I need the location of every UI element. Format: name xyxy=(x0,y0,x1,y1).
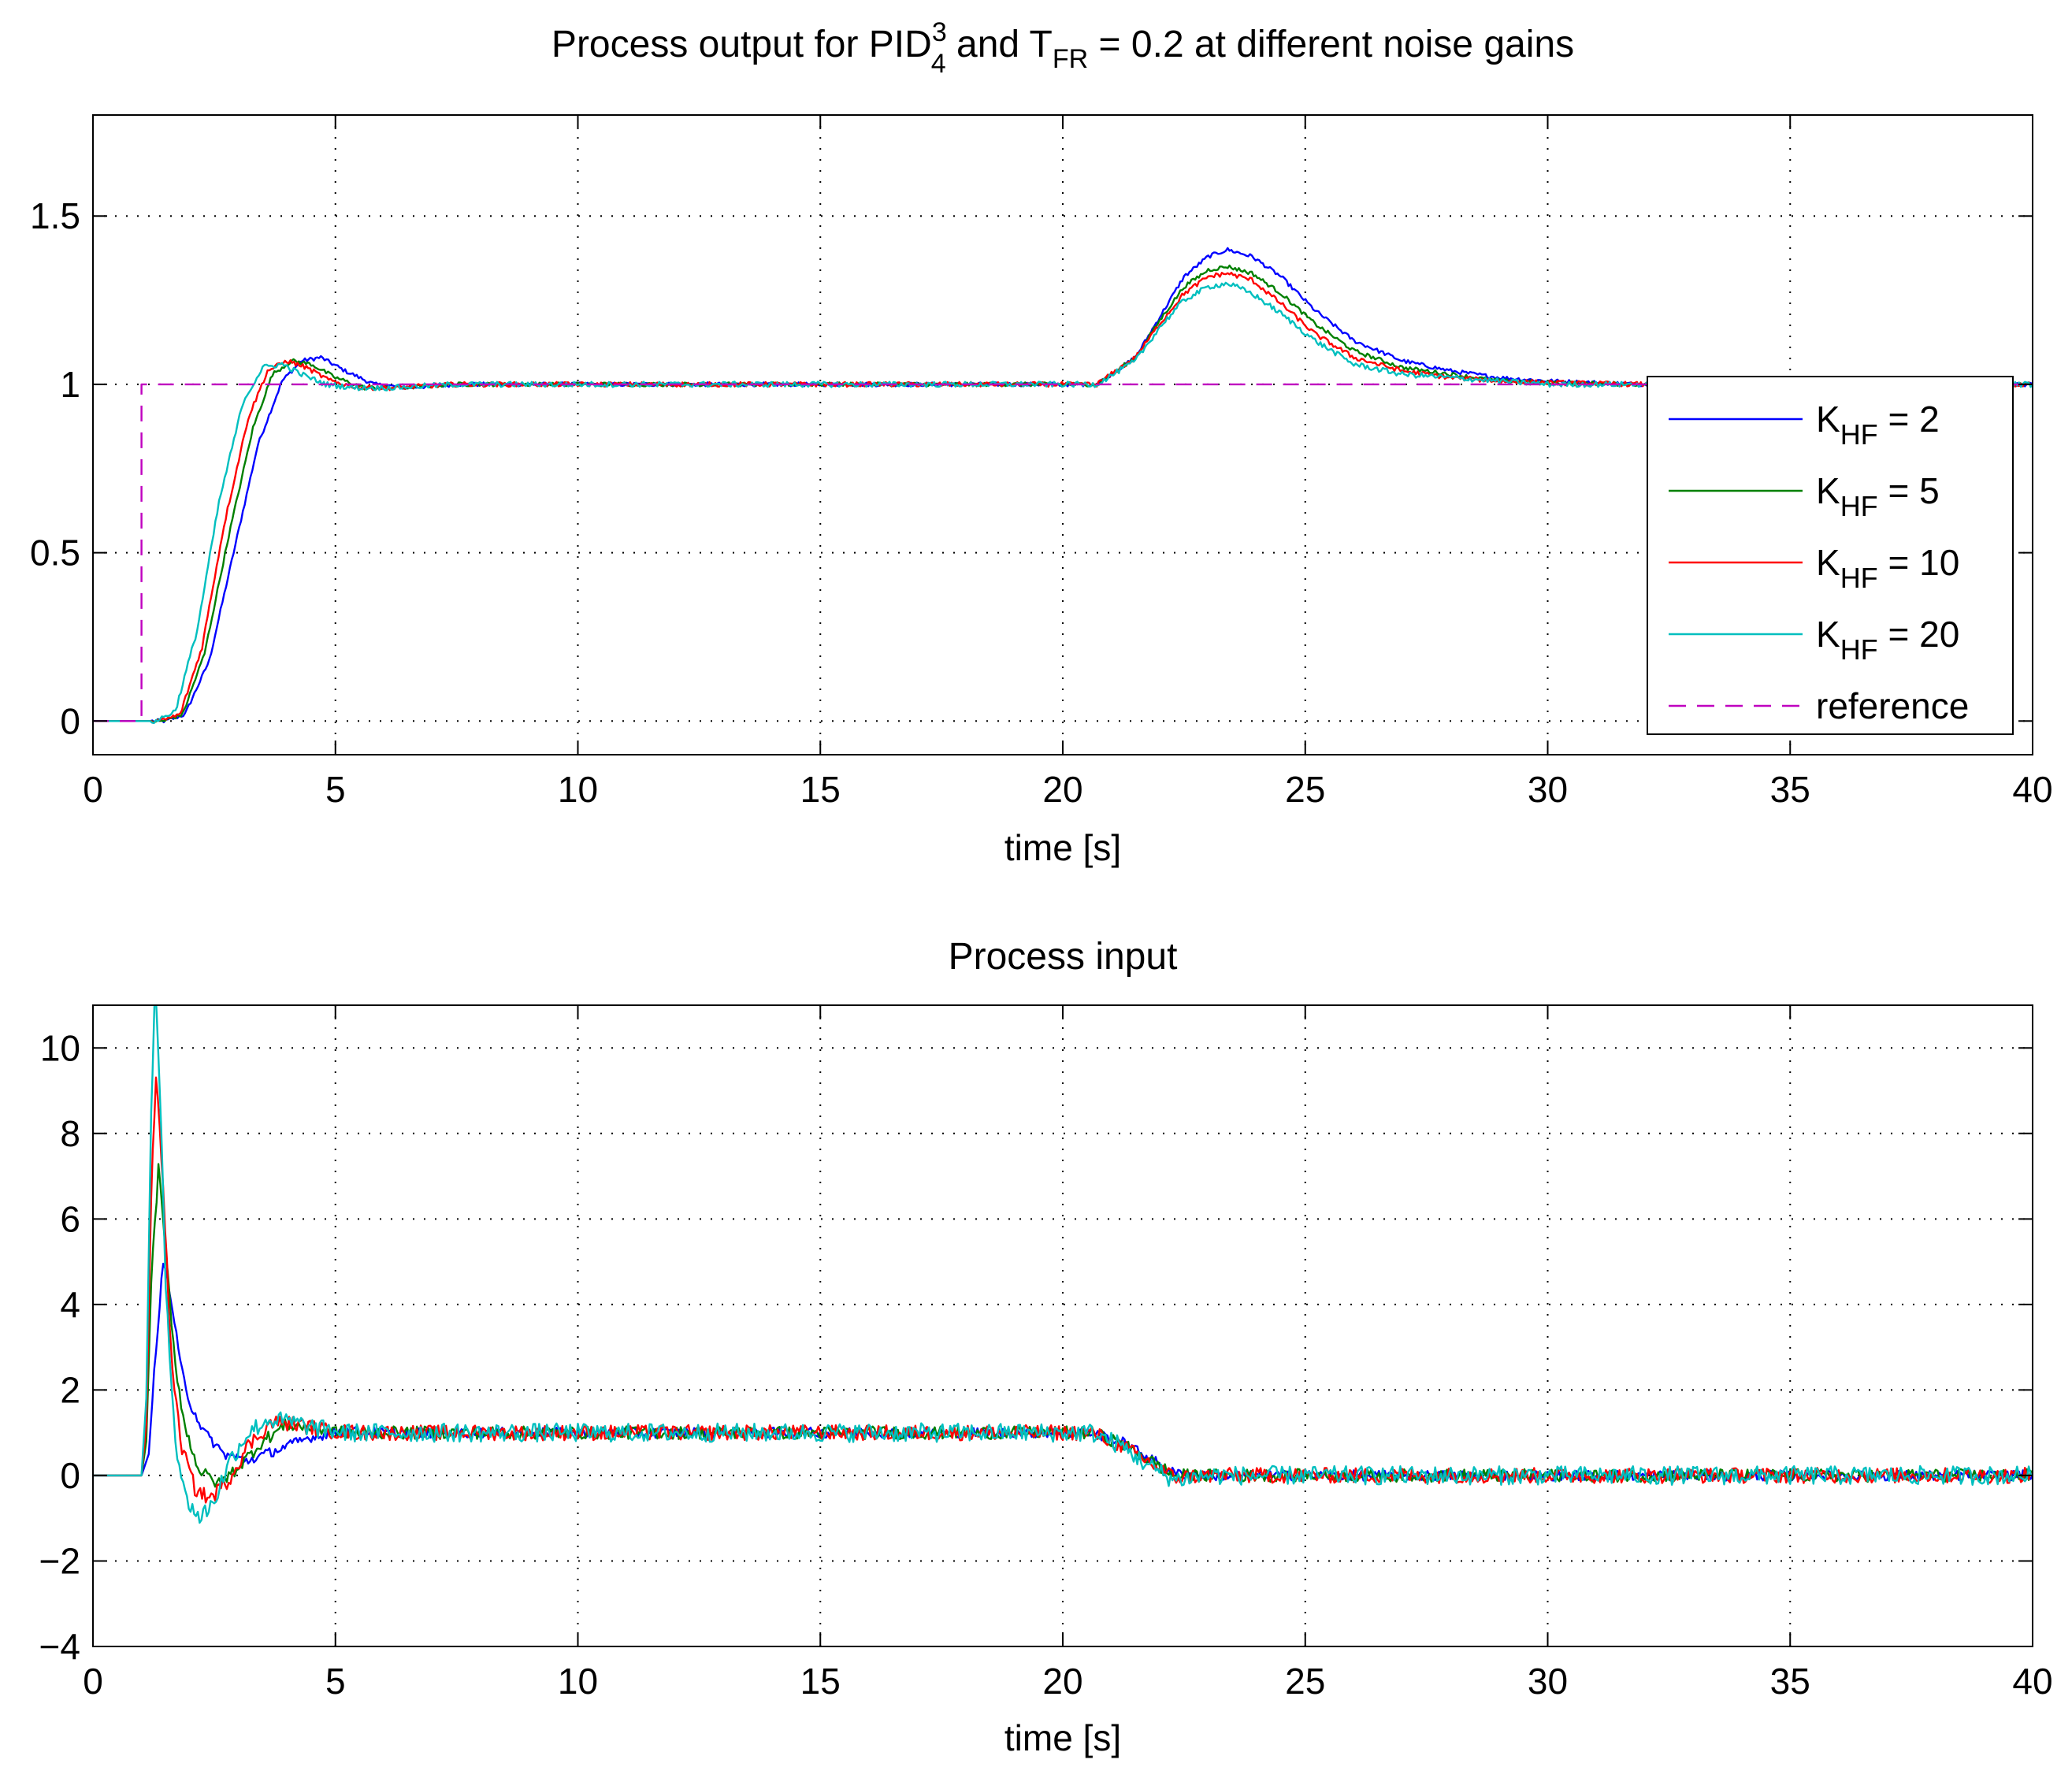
x-tick-label: 15 xyxy=(800,1661,841,1702)
series-line xyxy=(93,1076,2033,1504)
series-group xyxy=(93,1005,2033,1524)
grid xyxy=(93,1005,2033,1646)
x-tick-label: 25 xyxy=(1285,1661,1325,1702)
x-tick-label: 35 xyxy=(1770,769,1810,810)
series-line xyxy=(93,1005,2033,1524)
y-ticks: −4 −2 0 2 4 6 8 10 xyxy=(39,1027,2033,1667)
y-tick-label: 1.5 xyxy=(30,195,80,236)
chart-title: Process output for PID3 4 and TFR = 0.2 a… xyxy=(551,17,1574,79)
legend-items: KHF = 2 KHF = 5 KHF = 10 KHF = 20 reference xyxy=(1669,399,1969,726)
x-tick-label: 0 xyxy=(83,1661,103,1702)
legend-label: reference xyxy=(1816,685,1969,726)
y-tick-label: 4 xyxy=(60,1284,80,1325)
x-tick-label: 40 xyxy=(2012,769,2052,810)
y-tick-label: 10 xyxy=(40,1027,80,1068)
x-tick-label: 5 xyxy=(325,1661,346,1702)
series-line xyxy=(93,1262,2033,1482)
y-tick-label: 2 xyxy=(60,1369,80,1410)
x-tick-label: 40 xyxy=(2012,1661,2052,1702)
x-tick-label: 25 xyxy=(1285,769,1325,810)
x-tick-label: 10 xyxy=(558,769,598,810)
legend-box xyxy=(1647,376,2014,735)
legend-label: KHF = 20 xyxy=(1816,614,1959,666)
x-axis-label: time [s] xyxy=(1004,827,1121,868)
legend-label: KHF = 2 xyxy=(1816,399,1940,451)
process-output-chart: Process output for PID3 4 and TFR = 0.2 a… xyxy=(30,17,2053,868)
x-axis-label: time [s] xyxy=(1004,1717,1121,1758)
x-tick-label: 15 xyxy=(800,769,841,810)
legend-label: KHF = 10 xyxy=(1816,542,1959,594)
x-ticks: 0 5 10 15 20 25 30 35 40 xyxy=(83,115,2053,810)
y-tick-label: −4 xyxy=(39,1626,80,1667)
y-tick-label: 1 xyxy=(60,364,80,405)
x-tick-label: 20 xyxy=(1042,769,1082,810)
y-tick-label: 6 xyxy=(60,1198,80,1239)
x-tick-label: 30 xyxy=(1528,1661,1568,1702)
series-line xyxy=(93,383,2033,722)
y-tick-label: 0 xyxy=(60,1455,80,1496)
x-tick-label: 0 xyxy=(83,769,103,810)
y-tick-label: 0.5 xyxy=(30,533,80,574)
y-tick-label: 0 xyxy=(60,700,80,741)
x-tick-label: 35 xyxy=(1770,1661,1810,1702)
chart-title: Process input xyxy=(949,936,1178,978)
x-tick-label: 20 xyxy=(1042,1661,1082,1702)
process-input-chart: Process input 0 5 10 15 20 25 30 35 40 −4 −2 0 2 4 6 8… xyxy=(39,936,2053,1758)
legend: KHF = 2 KHF = 5 KHF = 10 KHF = 20 reference xyxy=(1647,376,2014,735)
x-tick-label: 5 xyxy=(325,769,346,810)
x-tick-label: 30 xyxy=(1528,769,1568,810)
y-tick-label: 8 xyxy=(60,1113,80,1154)
y-tick-label: −2 xyxy=(39,1540,80,1581)
legend-label: KHF = 5 xyxy=(1816,470,1940,522)
y-ticks: 0 0.5 1 1.5 xyxy=(30,195,2033,741)
x-tick-label: 10 xyxy=(558,1661,598,1702)
x-ticks: 0 5 10 15 20 25 30 35 40 xyxy=(83,1005,2053,1702)
